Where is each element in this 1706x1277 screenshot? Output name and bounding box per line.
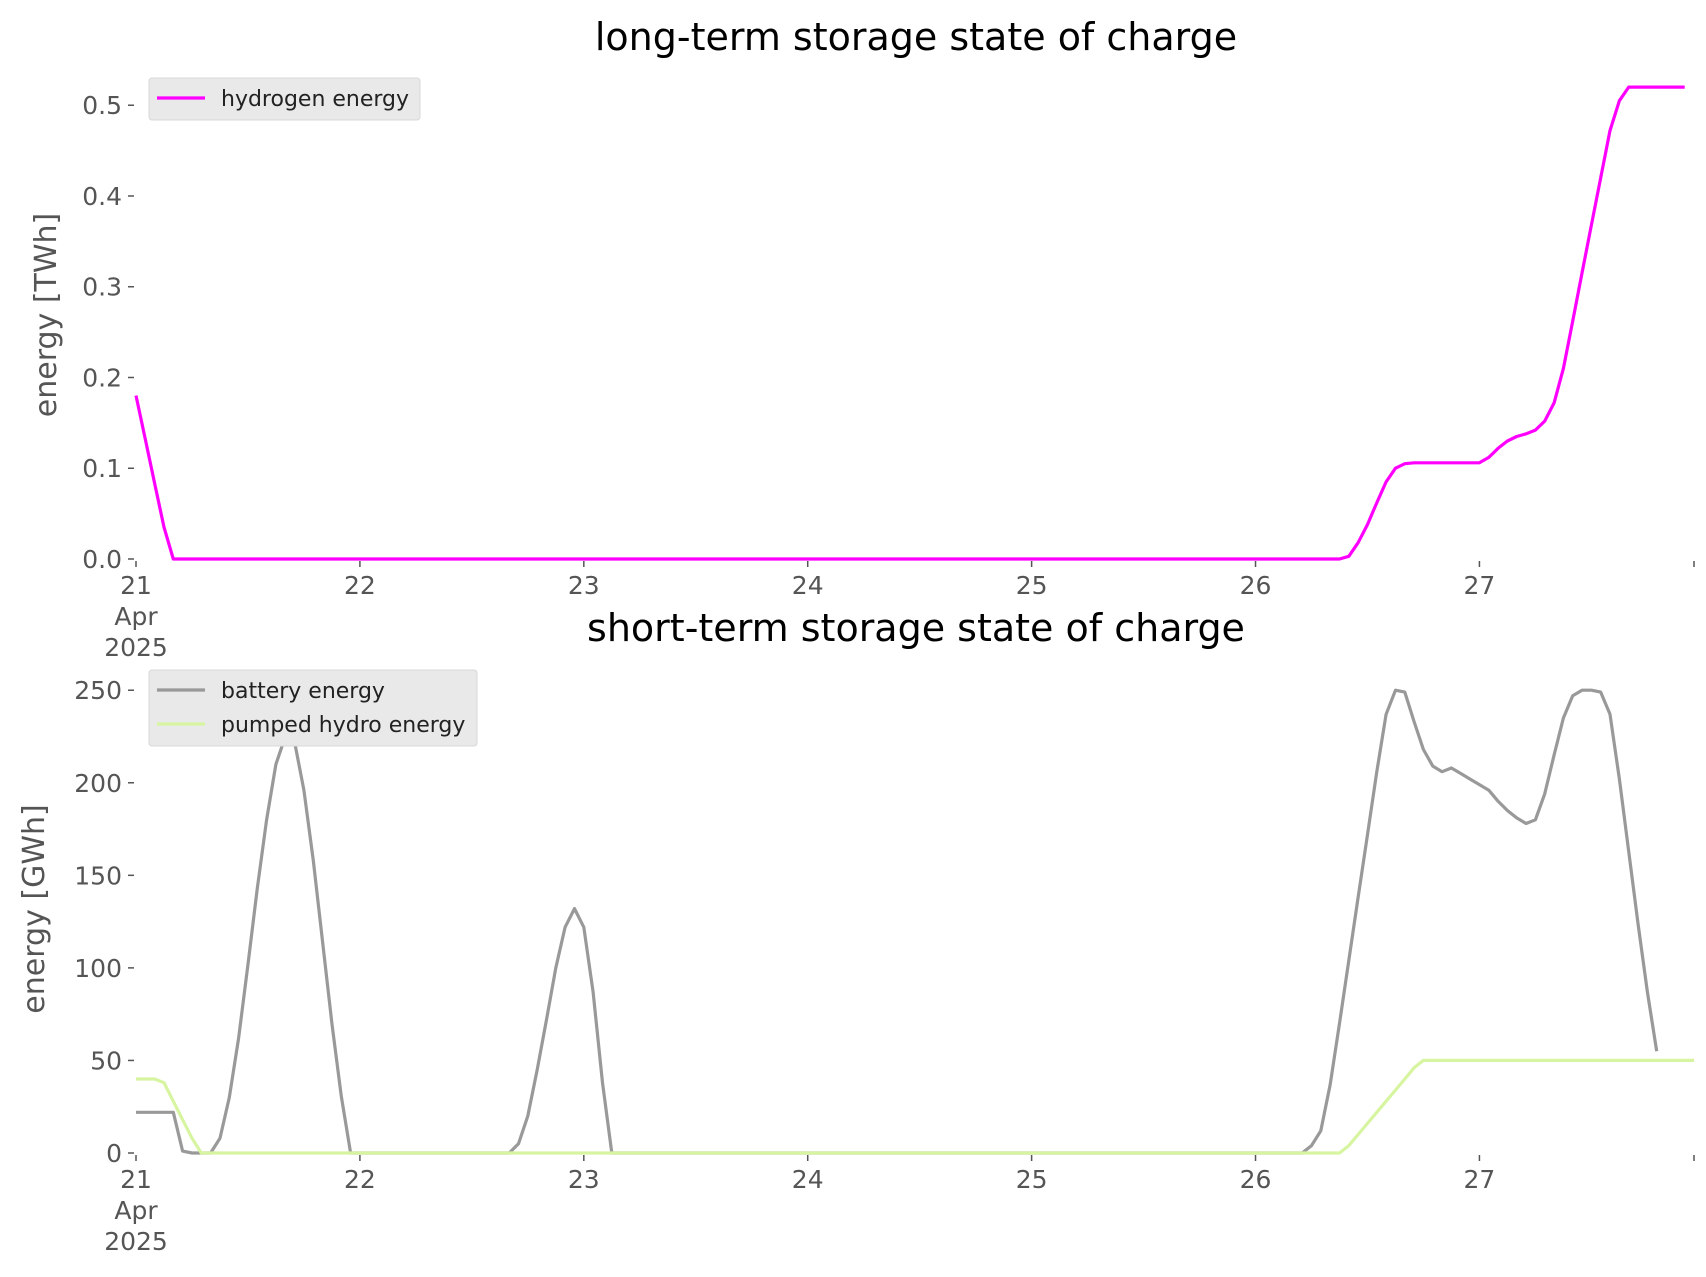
x-tick-label: 22: [344, 1165, 376, 1194]
legend-label: pumped hydro energy: [221, 713, 465, 738]
y-tick-label: 50: [90, 1046, 122, 1075]
chart-title: long-term storage state of charge: [595, 15, 1237, 59]
plot-area: [136, 688, 1694, 1155]
series-line: [136, 688, 1659, 1155]
x-tick-label: 21 Apr 2025: [104, 1165, 168, 1256]
y-tick-label: 0.3: [82, 273, 122, 302]
legend: battery energy pumped hydro energy: [148, 669, 478, 747]
y-tick-label: 250: [74, 676, 122, 705]
y-tick-label: 100: [74, 954, 122, 983]
y-axis-label: energy [TWh]: [29, 213, 64, 417]
x-tick-label: 21 Apr 2025: [104, 571, 168, 662]
y-tick-label: 0.5: [82, 91, 122, 120]
legend-label: hydrogen energy: [221, 87, 409, 112]
x-tick-label: 23: [568, 571, 600, 600]
x-tick-label: 26: [1240, 571, 1272, 600]
y-axis-ticks: 0.0 0.1 0.2 0.3 0.4 0.5: [82, 91, 134, 574]
x-tick-label: 22: [344, 571, 376, 600]
y-tick-label: 0.1: [82, 454, 122, 483]
x-tick-label: 26: [1240, 1165, 1272, 1194]
legend: hydrogen energy: [148, 77, 421, 121]
x-tick-label: 27: [1464, 571, 1496, 600]
legend-box: [148, 77, 421, 121]
y-axis-label: energy [GWh]: [17, 804, 52, 1013]
chart-long-term-storage: long-term storage state of charge energy…: [29, 15, 1695, 662]
x-tick-label: 24: [792, 1165, 824, 1194]
y-tick-label: 0: [106, 1139, 122, 1168]
x-tick-label: 25: [1016, 1165, 1048, 1194]
x-tick-label: 25: [1016, 571, 1048, 600]
legend-label: battery energy: [221, 679, 385, 704]
y-tick-label: 0.0: [82, 545, 122, 574]
x-axis-ticks: 21 Apr 2025 22 23 24 25 26 27: [104, 561, 1695, 662]
legend-box: [148, 669, 478, 747]
x-axis-ticks: 21 Apr 2025 22 23 24 25 26 27: [104, 1155, 1695, 1256]
series-line: [136, 1058, 1694, 1155]
chart-title: short-term storage state of charge: [587, 606, 1245, 650]
x-tick-label: 23: [568, 1165, 600, 1194]
x-tick-label: 27: [1464, 1165, 1496, 1194]
series-line: [134, 85, 1685, 561]
y-tick-label: 0.2: [82, 363, 122, 392]
plot-area: [134, 85, 1685, 561]
y-tick-label: 200: [74, 769, 122, 798]
chart-short-term-storage: short-term storage state of charge energ…: [17, 606, 1695, 1256]
x-tick-label: 24: [792, 571, 824, 600]
y-axis-ticks: 0 50 100 150 200 250: [74, 676, 134, 1168]
y-tick-label: 0.4: [82, 182, 122, 211]
y-tick-label: 150: [74, 861, 122, 890]
